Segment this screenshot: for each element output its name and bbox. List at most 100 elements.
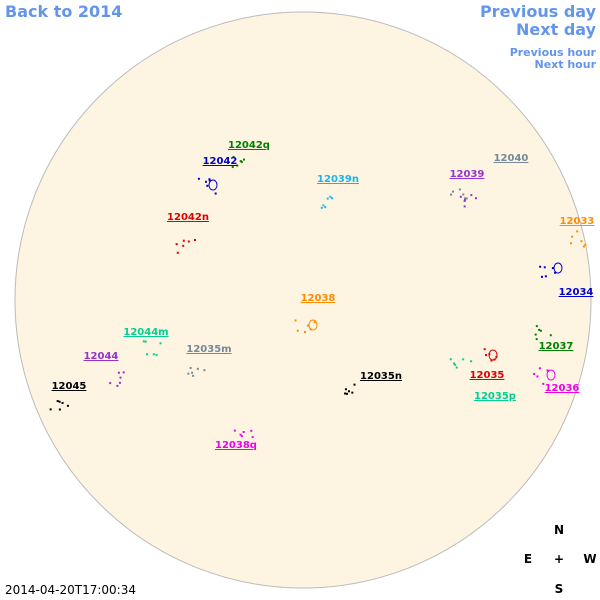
previous-hour-link[interactable]: Previous hour [510, 46, 597, 59]
sunspot [239, 433, 242, 436]
sunspot [214, 192, 217, 195]
sunspot [534, 333, 537, 336]
sunspot [56, 400, 59, 403]
sunspot [304, 330, 307, 333]
sunspot [322, 204, 325, 207]
previous-day-link[interactable]: Previous day [480, 2, 597, 21]
sunspot [189, 367, 192, 370]
back-link[interactable]: Back to 2014 [5, 2, 122, 21]
region-label: 12044 [84, 351, 119, 362]
sunspot [576, 230, 579, 233]
sunspot-group [546, 369, 556, 381]
sunspot [329, 195, 332, 198]
sunspot [251, 436, 254, 439]
sunspot [159, 342, 162, 345]
compass-center: + [554, 552, 564, 566]
sunspot [455, 366, 458, 369]
sunspot [250, 429, 253, 432]
region-label: 12039 [450, 169, 485, 180]
solar-disk [14, 11, 592, 589]
next-day-link[interactable]: Next day [516, 20, 597, 39]
sunspot [196, 367, 199, 370]
sunspot [187, 240, 190, 243]
sunspot [208, 178, 211, 181]
sunspot [146, 353, 149, 356]
sunspot [450, 193, 453, 196]
sunspot [58, 408, 61, 411]
sunspot [535, 338, 538, 341]
sunspot [208, 179, 211, 182]
compass-west: W [583, 552, 596, 566]
region-label: 12037 [539, 341, 574, 352]
sunspot [345, 392, 348, 395]
next-hour-link[interactable]: Next hour [535, 58, 597, 71]
sunspot [344, 388, 347, 391]
sunspot [533, 372, 536, 375]
sunspot [463, 199, 466, 202]
region-label: 12034 [559, 287, 594, 298]
sunspot [182, 244, 185, 247]
sunspot [187, 372, 190, 375]
sunspot [197, 177, 200, 180]
sunspot [109, 382, 112, 385]
region-label: 12038q [215, 440, 257, 451]
sunspot [240, 435, 243, 438]
sunspot [549, 334, 552, 337]
sunspot [313, 321, 316, 324]
sunspot [449, 358, 452, 361]
sunspot [240, 160, 243, 163]
sunspot [540, 275, 543, 278]
sunspot [233, 429, 236, 432]
sunspot [485, 354, 488, 357]
sunspot-group [553, 262, 563, 274]
region-label: 12035 [470, 370, 505, 381]
sunspot-group [488, 349, 498, 361]
sunspot [470, 194, 473, 197]
sunspot [294, 319, 297, 322]
sunspot [144, 340, 147, 343]
sunspot [582, 245, 585, 248]
region-label: 12035n [360, 371, 402, 382]
sunspot [475, 197, 478, 200]
region-label: 12042n [167, 212, 209, 223]
timestamp: 2014-04-20T17:00:34 [5, 583, 136, 597]
sunspot [58, 400, 61, 403]
sunspot [463, 205, 466, 208]
sunspot [231, 166, 234, 169]
sunspot [176, 251, 179, 254]
sunspot [320, 206, 323, 209]
sunspot [66, 404, 69, 407]
sunspot [116, 384, 119, 387]
sunspot [351, 391, 354, 394]
sunspot [49, 408, 52, 411]
region-label: 12036 [545, 383, 580, 394]
sunspot [306, 324, 309, 327]
sunspot [239, 160, 242, 163]
region-label: 12038 [301, 293, 336, 304]
sunspot [546, 369, 549, 372]
sunspot [463, 197, 466, 200]
sunspot [465, 197, 468, 200]
sunspot [122, 371, 125, 374]
sunspot [344, 392, 347, 395]
sunspot [152, 353, 155, 356]
sunspot [542, 382, 545, 385]
sunspot [462, 358, 465, 361]
sunspot-group [308, 319, 318, 331]
sunspot [538, 328, 541, 331]
sunspot [331, 197, 334, 200]
sunspot [454, 363, 457, 366]
sunspot [203, 369, 206, 372]
sunspot [538, 367, 541, 370]
region-label: 12042 [203, 156, 238, 167]
sunspot [296, 329, 299, 332]
sunspot [326, 197, 329, 200]
region-label: 12035p [474, 391, 516, 402]
sunspot [242, 431, 245, 434]
sunspot [571, 235, 574, 238]
sunspot [536, 375, 539, 378]
region-label: 12042q [228, 140, 270, 151]
sunspot-group [208, 179, 218, 191]
sunspot [543, 266, 546, 269]
compass-south: S [555, 582, 564, 596]
